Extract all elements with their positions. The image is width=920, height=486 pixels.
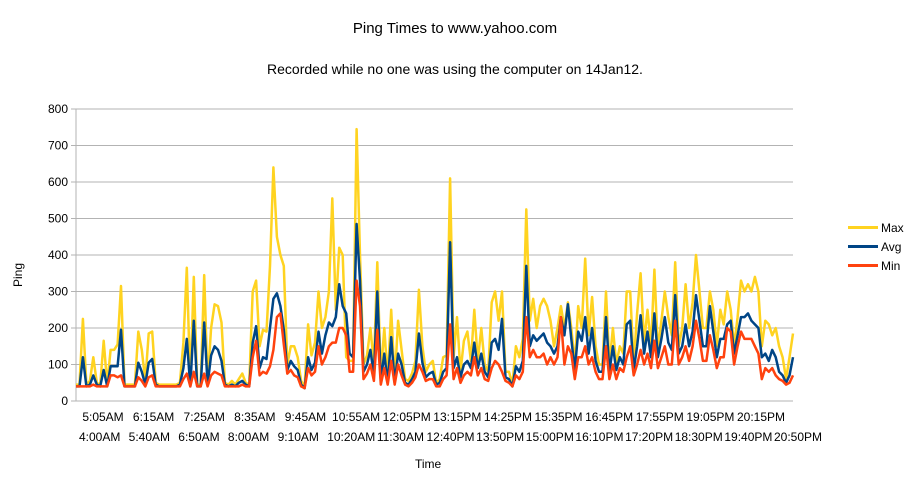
x-tick-label: 10:55AM	[332, 410, 380, 424]
x-tick-label: 8:35AM	[234, 410, 275, 424]
x-tick-label: 16:10PM	[575, 430, 623, 444]
x-tick-label: 18:30PM	[675, 430, 723, 444]
x-tick-label: 9:45AM	[285, 410, 326, 424]
x-tick-label: 15:35PM	[535, 410, 583, 424]
x-tick-label: 6:50AM	[178, 430, 219, 444]
x-axis-title: Time	[415, 457, 442, 471]
chart-legend: Max Avg Min	[848, 218, 904, 275]
x-tick-label: 20:50PM	[774, 430, 822, 444]
y-tick-label: 800	[48, 102, 68, 116]
legend-label-avg: Avg	[881, 239, 902, 254]
x-tick-label: 20:15PM	[737, 410, 785, 424]
y-tick-label: 700	[48, 139, 68, 153]
y-tick-label: 100	[48, 358, 68, 372]
x-tick-label: 14:25PM	[484, 410, 532, 424]
legend-item-avg: Avg	[848, 237, 904, 256]
x-tick-label: 8:00AM	[228, 430, 269, 444]
x-tick-label: 6:15AM	[133, 410, 174, 424]
x-tick-label: 15:00PM	[526, 430, 574, 444]
y-tick-label: 600	[48, 175, 68, 189]
legend-label-min: Min	[881, 258, 901, 273]
x-tick-label: 5:40AM	[129, 430, 170, 444]
x-tick-label: 13:15PM	[433, 410, 481, 424]
x-tick-label: 19:40PM	[724, 430, 772, 444]
y-tick-label: 200	[48, 321, 68, 335]
x-tick-label: 4:00AM	[79, 430, 120, 444]
legend-item-max: Max	[848, 218, 904, 237]
series-line-avg	[76, 222, 795, 390]
x-tick-label: 13:50PM	[476, 430, 524, 444]
x-tick-label: 12:40PM	[427, 430, 475, 444]
chart-subtitle: Recorded while no one was using the comp…	[267, 61, 643, 77]
x-tick-label: 5:05AM	[82, 410, 123, 424]
legend-label-max: Max	[881, 220, 904, 235]
legend-swatch-min	[848, 264, 878, 267]
y-tick-label: 0	[61, 394, 68, 408]
legend-swatch-max	[848, 226, 878, 229]
x-tick-label: 7:25AM	[184, 410, 225, 424]
y-tick-label: 300	[48, 285, 68, 299]
legend-item-min: Min	[848, 256, 904, 275]
y-axis-title: Ping	[11, 262, 26, 288]
x-tick-label: 9:10AM	[278, 430, 319, 444]
y-tick-label: 400	[48, 248, 68, 262]
x-tick-label: 12:05PM	[383, 410, 431, 424]
series-line-min	[76, 279, 795, 390]
x-tick-label: 10:20AM	[327, 430, 375, 444]
x-tick-label: 17:55PM	[636, 410, 684, 424]
x-tick-label: 16:45PM	[585, 410, 633, 424]
chart-title: Ping Times to www.yahoo.com	[352, 20, 558, 37]
x-tick-label: 19:05PM	[686, 410, 734, 424]
legend-swatch-avg	[848, 245, 878, 248]
x-tick-label: 17:20PM	[625, 430, 673, 444]
x-tick-label: 11:30AM	[377, 430, 424, 444]
y-tick-label: 500	[48, 212, 68, 226]
